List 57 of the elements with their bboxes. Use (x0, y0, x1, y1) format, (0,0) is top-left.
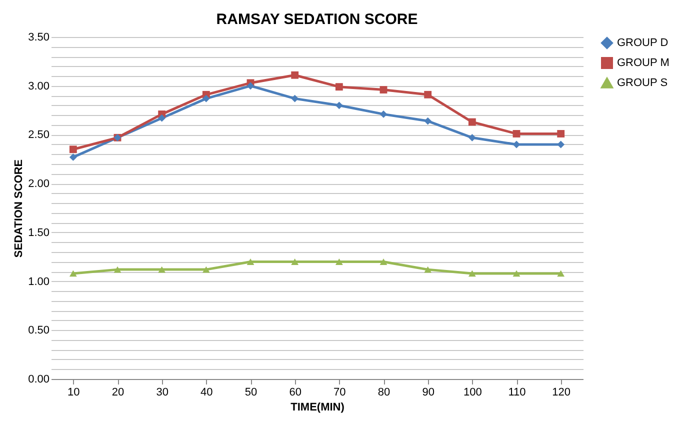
point (468, 134, 476, 142)
legend-label: GROUP D (617, 37, 668, 49)
point (335, 258, 343, 265)
x-tick-label: 100 (463, 386, 482, 398)
x-tick-label: 70 (334, 386, 346, 398)
x-tick-label: 20 (112, 386, 124, 398)
x-tick-label: 110 (508, 386, 526, 398)
y-tick-label: 1.50 (28, 226, 50, 239)
point (246, 82, 254, 90)
point (424, 266, 432, 273)
x-tick-label: 80 (378, 386, 390, 398)
point (557, 270, 565, 277)
point (380, 110, 388, 118)
point (202, 266, 210, 273)
chart-title: RAMSAY SEDATION SCORE (216, 11, 418, 28)
point (291, 258, 299, 265)
x-tick-label: 10 (68, 386, 80, 398)
y-axis-title: SEDATION SCORE (13, 159, 26, 258)
point (291, 94, 299, 102)
y-tick-label: 1.00 (28, 276, 50, 288)
y-tick-label: 3.00 (28, 80, 50, 92)
point (291, 71, 299, 79)
point (335, 102, 343, 110)
point (424, 117, 432, 125)
y-tick-label: 3.50 (28, 32, 50, 44)
legend-label: GROUP S (617, 77, 668, 89)
point (424, 90, 432, 98)
point (69, 270, 77, 277)
point (158, 266, 166, 273)
x-tick-label: 120 (552, 386, 571, 398)
point (246, 258, 254, 265)
legend-label: GROUP M (617, 57, 670, 69)
point (557, 130, 565, 138)
point (380, 86, 388, 94)
x-tick-label: 50 (244, 386, 258, 398)
x-tick-label: 90 (422, 386, 434, 398)
x-tick-label: 60 (289, 386, 302, 398)
point (557, 140, 565, 148)
point (512, 140, 520, 148)
x-axis-title: TIME(MIN) (290, 402, 345, 414)
point (114, 266, 122, 273)
point (202, 94, 210, 102)
point (380, 258, 388, 265)
point (158, 114, 166, 122)
point (512, 270, 520, 277)
point (69, 153, 77, 161)
point (69, 146, 77, 154)
x-tick-label: 30 (156, 386, 168, 398)
point (468, 118, 476, 126)
point (335, 83, 343, 91)
text: 0.00 (28, 374, 50, 386)
point (512, 130, 520, 138)
x-tick-label: 40 (200, 386, 213, 398)
y-tick-label: 2.50 (28, 129, 50, 142)
y-tick-label: 0.50 (28, 324, 50, 337)
point (468, 270, 476, 277)
y-tick-label: 2.00 (28, 178, 50, 190)
